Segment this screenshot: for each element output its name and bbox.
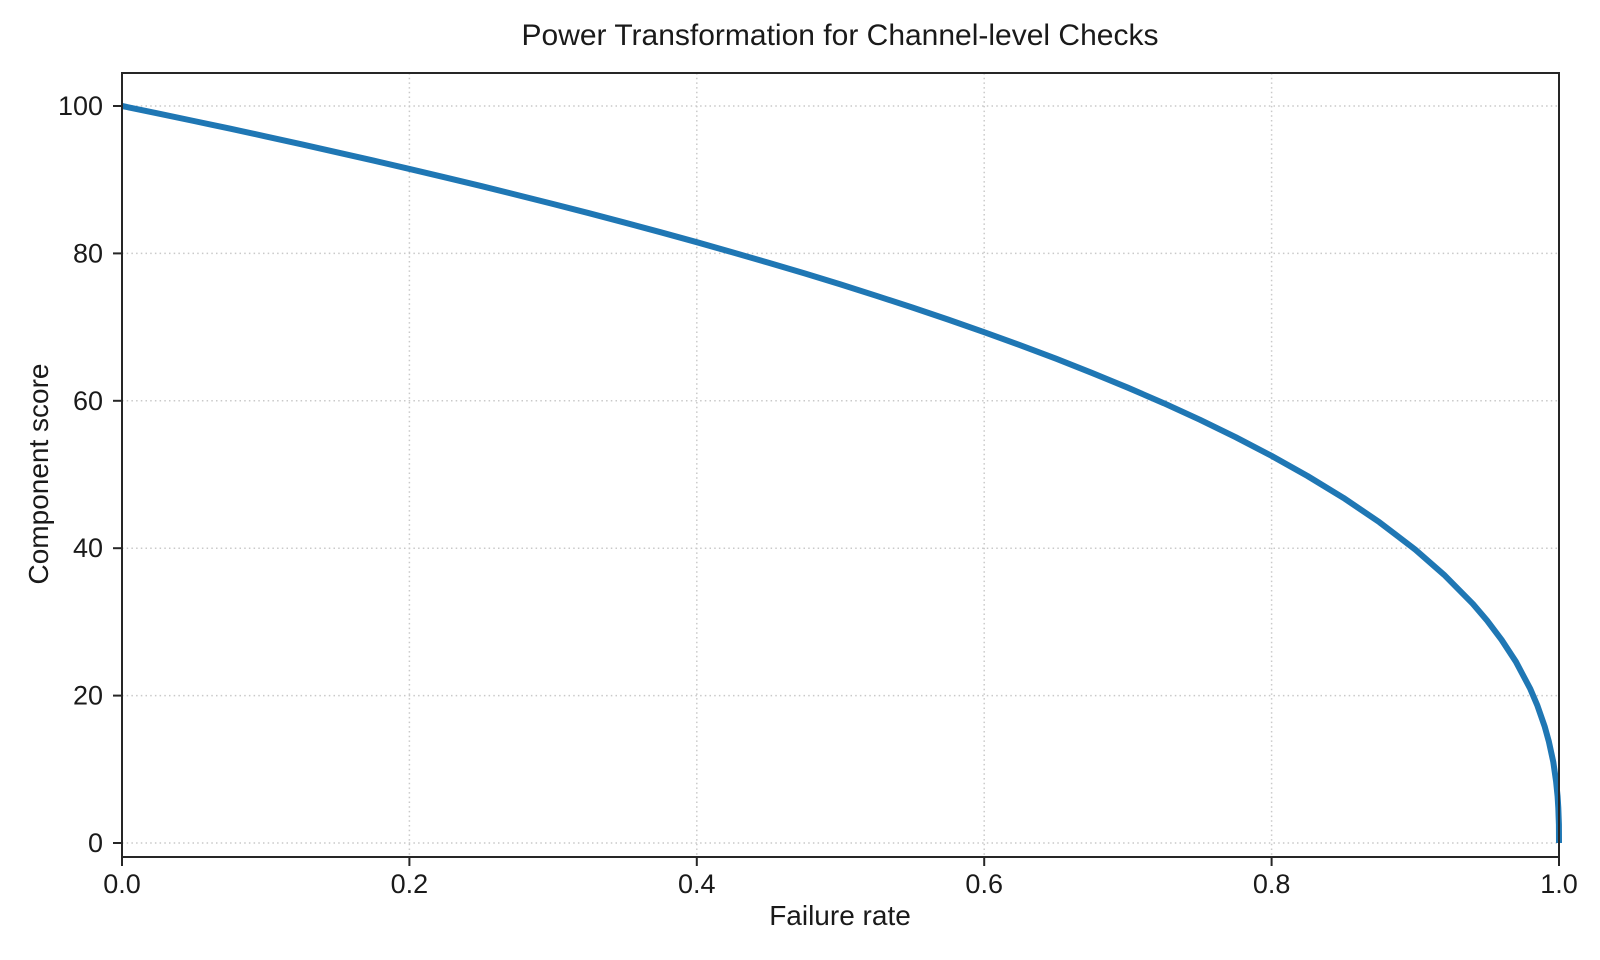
- grid-layer: [122, 73, 1559, 857]
- x-tick-label: 0.0: [103, 869, 141, 899]
- y-axis-label: Component score: [23, 363, 54, 584]
- x-axis-label: Failure rate: [769, 900, 911, 931]
- label-layer: Power Transformation for Channel-level C…: [23, 19, 1158, 931]
- axis-layer: 0.0 0.2 0.4 0.6 0.8 1.0 0 20 40 60 80 100: [58, 72, 1578, 899]
- y-tick-label: 20: [73, 681, 103, 711]
- y-tick-label: 100: [58, 91, 103, 121]
- x-tick-label: 0.6: [965, 869, 1003, 899]
- y-tick-label: 60: [73, 386, 103, 416]
- series-line: [121, 103, 1562, 844]
- y-tick-label: 0: [88, 828, 103, 858]
- plot-border: [121, 72, 1560, 858]
- y-tick-label: 40: [73, 533, 103, 563]
- series-layer: [121, 103, 1562, 844]
- x-tick-label: 0.2: [391, 869, 429, 899]
- x-tick-label: 1.0: [1540, 869, 1578, 899]
- y-tick-label: 80: [73, 238, 103, 268]
- x-tick-label: 0.4: [678, 869, 716, 899]
- x-tick-label: 0.8: [1253, 869, 1291, 899]
- chart-title: Power Transformation for Channel-level C…: [522, 19, 1159, 52]
